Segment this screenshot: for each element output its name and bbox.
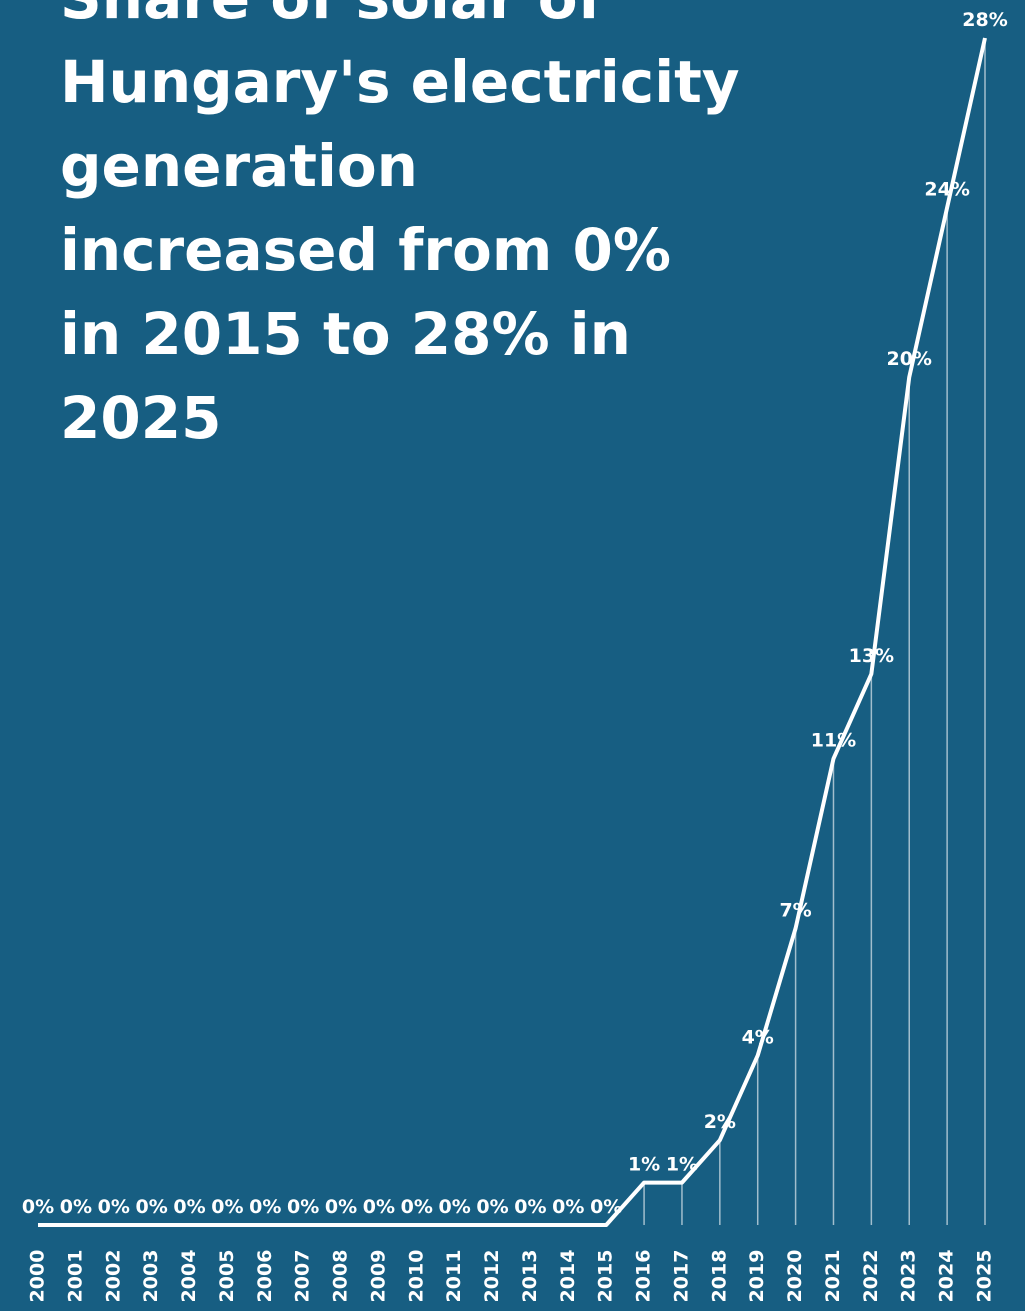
x-tick-label: 2009: [367, 1250, 389, 1303]
data-label: 1%: [628, 1154, 660, 1176]
x-tick-label: 2010: [405, 1250, 427, 1303]
x-tick-label: 2006: [254, 1250, 276, 1303]
data-label: 11%: [811, 730, 856, 752]
x-tick-label: 2001: [64, 1250, 86, 1303]
data-label: 4%: [742, 1026, 774, 1048]
data-label: 0%: [60, 1196, 92, 1218]
x-tick-label: 2023: [898, 1250, 920, 1303]
data-label: 0%: [136, 1196, 168, 1218]
data-label: 24%: [924, 179, 969, 201]
data-label: 28%: [962, 9, 1007, 31]
x-tick-label: 2000: [27, 1250, 49, 1303]
x-tick-label: 2024: [936, 1250, 958, 1303]
data-label: 0%: [287, 1196, 319, 1218]
chart-title: Share of solar of Hungary's electricity …: [60, 0, 740, 452]
data-label: 0%: [476, 1196, 508, 1218]
data-label: 0%: [514, 1196, 546, 1218]
data-label: 1%: [666, 1154, 698, 1176]
data-label: 7%: [779, 899, 811, 921]
x-tick-label: 2002: [102, 1250, 124, 1303]
data-label: 0%: [439, 1196, 471, 1218]
data-label: 0%: [590, 1196, 622, 1218]
data-label: 0%: [22, 1196, 54, 1218]
line: [38, 37, 987, 1227]
data-label: 20%: [886, 348, 931, 370]
x-tick-label: 2016: [633, 1250, 655, 1303]
x-tick-label: 2004: [178, 1250, 200, 1303]
data-label: 13%: [849, 645, 894, 667]
data-label: 0%: [363, 1196, 395, 1218]
x-tick-label: 2003: [140, 1250, 162, 1303]
data-label: 0%: [401, 1196, 433, 1218]
x-tick-label: 2022: [860, 1250, 882, 1303]
data-label: 2%: [704, 1111, 736, 1133]
x-tick-label: 2005: [216, 1250, 238, 1303]
data-label: 0%: [325, 1196, 357, 1218]
data-label: 0%: [211, 1196, 243, 1218]
x-tick-label: 2011: [443, 1250, 465, 1303]
x-tick-label: 2014: [557, 1250, 579, 1303]
x-tick-label: 2013: [519, 1250, 541, 1303]
data-label: 0%: [98, 1196, 130, 1218]
x-tick-label: 2017: [670, 1250, 692, 1303]
x-tick-label: 2025: [974, 1250, 996, 1303]
x-tick-label: 2019: [746, 1250, 768, 1303]
x-tick-label: 2015: [595, 1250, 617, 1303]
x-tick-label: 2018: [708, 1250, 730, 1303]
x-tick-label: 2008: [330, 1250, 352, 1303]
data-label: 0%: [249, 1196, 281, 1218]
x-tick-label: 2020: [784, 1250, 806, 1303]
x-tick-label: 2021: [822, 1250, 844, 1303]
data-label: 0%: [173, 1196, 205, 1218]
data-label: 0%: [552, 1196, 584, 1218]
x-tick-label: 2012: [481, 1250, 503, 1303]
x-tick-label: 2007: [292, 1250, 314, 1303]
